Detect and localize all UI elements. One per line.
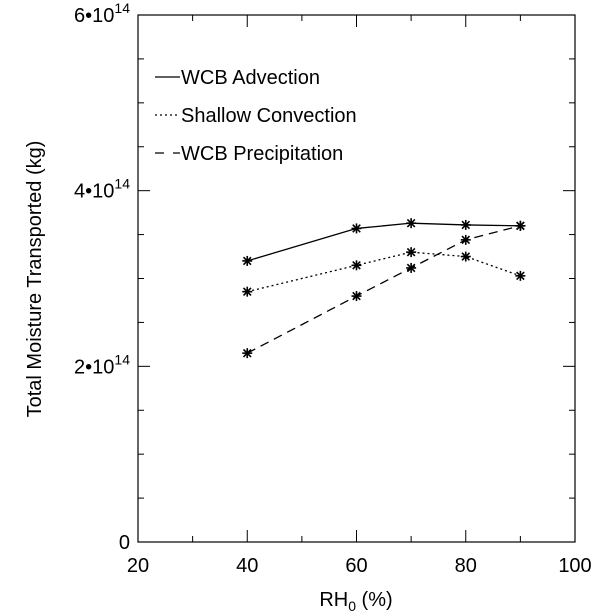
series-line-wcb-precipitation [246,225,521,354]
data-point-wcb-advection [460,219,471,230]
y-tick-exponent: 14 [114,351,130,367]
x-tick-label: 20 [127,555,149,577]
x-tick-labels: 20 40 60 80 100 [127,555,592,577]
data-point-wcb-precipitation [460,234,471,245]
series-line-wcb-advection [247,222,521,262]
series-wcb-precipitation [242,220,526,359]
y-tick-label: 2•1014 [74,351,130,378]
series-line-shallow-convection [247,251,521,293]
data-point-shallow-convection [406,247,417,258]
x-axis-title-subscript: 0 [348,598,356,614]
legend: WCB Advection Shallow Convection WCB Preci… [155,67,357,165]
x-tick-label: 40 [236,555,258,577]
data-point-wcb-precipitation [515,220,526,231]
y-tick-label: 6•1014 [74,0,130,27]
legend-label-wcb-precipitation: WCB Precipitation [181,143,343,165]
data-point-wcb-advection [351,223,362,234]
data-point-shallow-convection [515,270,526,281]
data-point-shallow-convection [460,251,471,262]
plot-frame [137,14,576,543]
axis-ticks [137,14,576,543]
legend-label-shallow-convection: Shallow Convection [181,105,357,127]
series-shallow-convection [242,247,526,297]
x-tick-label: 60 [345,555,367,577]
legend-label-wcb-advection: WCB Advection [181,67,320,89]
data-point-shallow-convection [242,286,253,297]
x-tick-label: 100 [558,555,591,577]
data-point-wcb-advection [406,218,417,229]
data-point-wcb-precipitation [406,262,417,273]
data-point-shallow-convection [351,260,362,271]
data-point-wcb-precipitation [351,291,362,302]
y-tick-label: 4•1014 [74,176,130,203]
y-tick-label: 0 [119,532,130,554]
y-tick-exponent: 14 [114,176,130,192]
y-tick-labels: 0 2•1014 4•1014 6•1014 [74,0,130,554]
x-axis-title: RH0 (%) [319,589,392,614]
y-axis-title: Total Moisture Transported (kg) [24,141,46,418]
x-tick-label: 80 [455,555,477,577]
y-tick-exponent: 14 [114,0,130,16]
data-point-wcb-precipitation [242,348,253,359]
series-group [242,218,526,359]
data-point-wcb-advection [242,255,253,266]
